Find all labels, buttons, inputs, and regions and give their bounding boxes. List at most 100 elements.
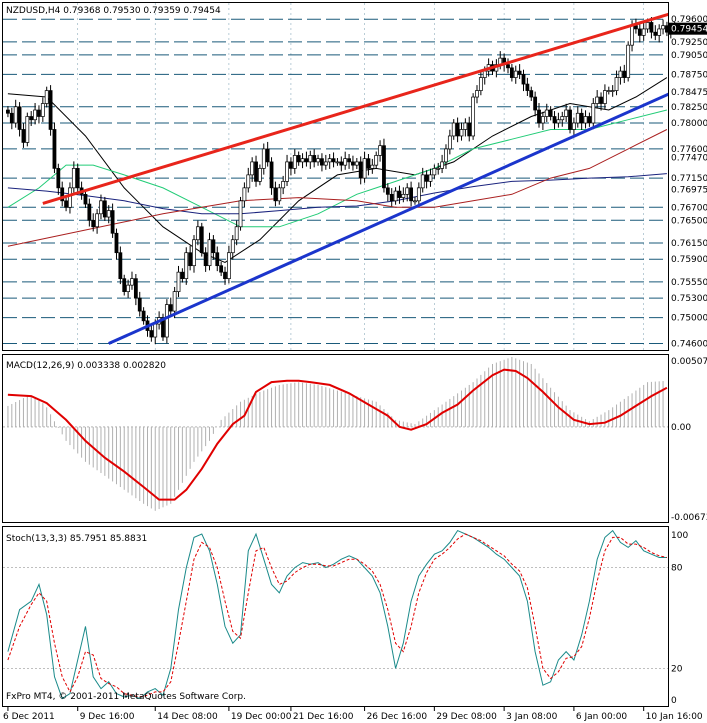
candle-body [634,25,638,30]
candle-body [420,174,425,189]
candle-body [211,239,216,254]
candle-body [529,90,534,98]
candle-body [258,168,262,182]
candle-body [599,96,603,104]
time-tick-label: 10 Jan 16:00 [646,712,703,722]
candle-body [56,168,61,189]
candle-body [192,239,196,267]
price-tick-label: 0.78750 [671,70,707,80]
candle-body [374,155,379,166]
candle-body [343,158,348,166]
price-tick-label: 0.75000 [671,314,707,324]
candle-body [199,226,204,254]
current-price-label: 0.79454 [671,25,707,35]
candle-body [207,239,212,267]
candle-body [292,155,297,169]
time-tick-label: 14 Dec 08:00 [157,712,218,722]
candle-body [568,109,572,130]
stoch-title: Stoch(13,3,3) 85.7951 85.8831 [6,534,147,544]
candle-body [661,25,665,30]
candle-body [75,168,80,189]
candle-body [13,106,18,124]
candle-body [413,200,417,203]
candle-body [114,232,119,254]
macd-title: MACD(12,26,9) 0.003338 0.002820 [6,361,166,371]
stoch-tick-label: 80 [671,564,683,574]
candle-body [595,96,600,104]
price-tick-label: 0.76700 [671,203,707,213]
candle-body [285,161,289,182]
candle-body [250,161,255,176]
candle-body [180,271,185,280]
candle-body [641,28,646,36]
candle-body [44,90,49,104]
price-tick-label: 0.78000 [671,119,707,129]
candle-body [215,252,220,267]
candle-body [176,271,181,292]
candle-body [455,122,460,137]
price-tick-label: 0.76150 [671,239,707,249]
candle-body [83,193,88,205]
price-tick-label: 0.75550 [671,278,707,288]
candle-body [478,77,483,91]
candle-body [575,112,580,124]
candle-body [126,284,131,292]
candle-body [133,278,138,299]
candle-body [653,31,658,36]
candle-body [618,70,623,78]
candle-body [60,187,65,202]
candle-body [548,109,553,117]
candle-body [645,22,650,30]
candle-body [102,200,107,218]
price-chart-title: NZDUSD,H4 0.79368 0.79530 0.79359 0.7945… [6,6,221,16]
stoch-tick-label: 0 [671,696,677,706]
candle-body [37,109,41,117]
price-tick-label: 0.77470 [671,153,707,163]
candle-body [463,122,468,130]
candle-body [525,83,530,91]
candle-body [432,168,437,176]
macd-tick-label: -0.00673 [671,513,707,523]
candle-body [459,129,464,137]
candle-body [118,252,123,280]
time-tick-label: 9 Dec 16:00 [80,712,135,722]
candle-body [281,181,286,189]
time-tick-label: 29 Dec 08:00 [436,712,497,722]
candle-body [106,210,111,218]
candle-body [273,187,278,202]
trendline-upper-resistance [42,12,668,205]
candle-body [203,252,208,267]
candle-body [521,73,526,85]
candle-body [362,158,367,179]
candle-body [517,70,522,75]
candle-body [320,158,324,166]
candle-body [188,252,193,267]
candle-body [141,310,146,322]
candle-body [289,161,293,169]
candle-body [610,90,615,92]
candle-body [238,200,243,228]
candle-body [409,187,413,202]
candle-body [447,135,452,150]
candle-body [25,116,30,143]
candle-body [347,158,351,163]
candle-body [579,112,584,124]
candle-body [308,155,313,163]
candle-body [277,187,282,202]
moving-average-darkred [7,129,668,247]
candle-body [130,278,134,286]
candle-body [544,109,549,117]
candle-body [540,116,545,124]
candle-body [378,145,382,156]
candle-body [401,193,406,198]
candle-body [21,129,26,143]
macd-panel-frame [2,354,669,523]
price-tick-label: 0.78475 [671,88,707,98]
candle-body [230,239,235,254]
candle-body [397,190,402,198]
candle-body [506,64,510,69]
candle-body [382,145,386,189]
macd-panel: 0.00507 0.00 -0.00673 [3,356,707,523]
candle-body [444,148,448,163]
